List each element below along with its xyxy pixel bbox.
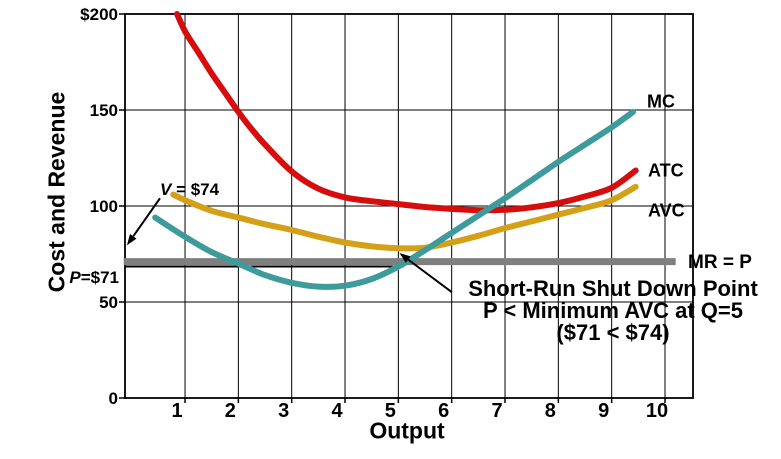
atc-curve-label: ATC [648, 160, 684, 181]
series-AVC [170, 183, 639, 252]
shutdown-annotation: Short-Run Shut Down Point P < Minimum AV… [468, 278, 758, 344]
y-tick-label: 150 [90, 101, 118, 120]
y-axis-title: Cost and Revenue [43, 91, 70, 293]
mr-p-line-label: MR = P [688, 252, 752, 273]
shutdown-annotation-line2: P < Minimum AVC at Q=5 [482, 298, 743, 323]
x-axis-title: Output [369, 417, 445, 444]
series-ATC [174, 11, 639, 214]
x-tick-label: 3 [278, 400, 289, 422]
annotation-arrowhead [399, 253, 411, 263]
min-avc-value-label: V = $74 [160, 180, 219, 200]
x-tick-label: 4 [331, 400, 343, 422]
x-tick-label: 5 [385, 400, 396, 422]
y-tick-label: 100 [90, 197, 118, 216]
annotation-arrow-line [132, 197, 161, 237]
series-MC [152, 108, 636, 290]
mc-curve-label: MC [647, 91, 675, 112]
shutdown-annotation-line1: Short-Run Shut Down Point [468, 276, 758, 301]
p-value: =$71 [80, 268, 119, 287]
x-tick-label: 6 [438, 400, 449, 422]
y-tick-label: 50 [99, 293, 118, 312]
v-symbol: V [160, 180, 172, 199]
x-tick-label: 2 [225, 400, 236, 422]
x-tick-label: 1 [171, 400, 182, 422]
shutdown-annotation-line3: ($71 < $74) [556, 320, 670, 345]
p-symbol: P [69, 268, 81, 287]
x-tick-label: 10 [646, 400, 668, 422]
avc-curve-label: AVC [648, 200, 685, 221]
annotation-arrow-line [407, 258, 453, 293]
price-axis-label: P=$71 [48, 268, 119, 288]
y-tick-label: 0 [109, 389, 118, 408]
v-value: = $74 [171, 180, 220, 199]
plot-border [124, 13, 694, 399]
annotation-arrowhead [126, 234, 137, 246]
x-tick-label: 9 [598, 400, 609, 422]
y-tick-label: $200 [80, 5, 118, 24]
x-tick-label: 8 [545, 400, 556, 422]
x-tick-label: 7 [491, 400, 502, 422]
